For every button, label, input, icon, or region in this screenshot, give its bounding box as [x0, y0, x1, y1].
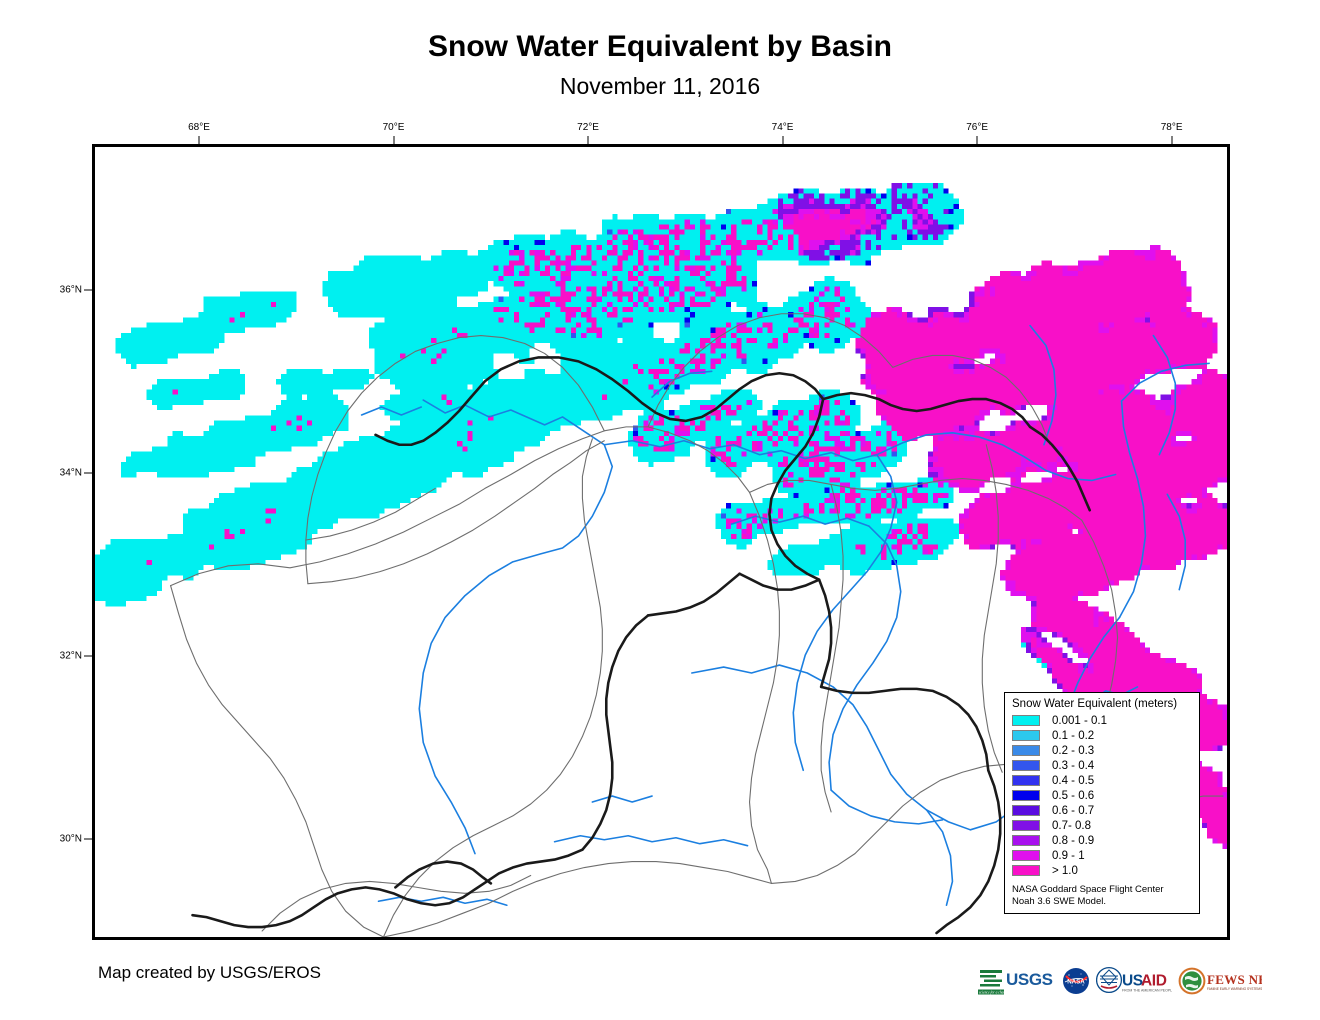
legend-swatch: [1012, 745, 1040, 756]
legend-swatch: [1012, 850, 1040, 861]
legend-row: 0.6 - 0.7: [1012, 803, 1193, 818]
legend-label: 0.5 - 0.6: [1052, 789, 1095, 802]
lat-tick-label: 34°N: [59, 467, 82, 479]
legend-swatch: [1012, 805, 1040, 816]
swe-class-cells: [493, 198, 1227, 849]
usaid-logo[interactable]: US AID FROM THE AMERICAN PEOPLE: [1096, 966, 1172, 996]
legend-label: 0.7- 0.8: [1052, 819, 1091, 832]
legend-label: 0.6 - 0.7: [1052, 804, 1095, 817]
legend-row: 0.2 - 0.3: [1012, 743, 1193, 758]
legend-swatch: [1012, 790, 1040, 801]
legend-row: 0.8 - 0.9: [1012, 833, 1193, 848]
lon-tick-label: 68°E: [188, 122, 210, 133]
lon-tick-mark: [587, 136, 589, 144]
legend-swatch: [1012, 715, 1040, 726]
lon-tick-label: 74°E: [771, 122, 794, 133]
legend-label: 0.8 - 0.9: [1052, 834, 1095, 847]
svg-text:USGS: USGS: [1006, 970, 1053, 989]
legend-swatch: [1012, 835, 1040, 846]
legend-source-note: NASA Goddard Space Flight Center Noah 3.6…: [1012, 884, 1193, 908]
lat-tick-mark: [84, 289, 92, 291]
legend-row: 0.7- 0.8: [1012, 818, 1193, 833]
usgs-logo[interactable]: science for a changing world USGS: [978, 966, 1056, 996]
legend-swatch: [1012, 865, 1040, 876]
legend-row: 0.001 - 0.1: [1012, 713, 1193, 728]
svg-text:FROM THE AMERICAN PEOPLE: FROM THE AMERICAN PEOPLE: [1122, 989, 1172, 993]
legend-swatch: [1012, 820, 1040, 831]
svg-text:FEWS NET: FEWS NET: [1207, 972, 1262, 987]
lon-tick-label: 70°E: [382, 122, 405, 133]
lon-tick-mark: [1171, 136, 1173, 144]
legend-row: 0.1 - 0.2: [1012, 728, 1193, 743]
national-borders-layer: [191, 356, 1092, 935]
rivers-layer: [360, 324, 1210, 907]
map-credit: Map created by USGS/EROS: [98, 963, 321, 982]
svg-text:FAMINE EARLY WARNING SYSTEMS N: FAMINE EARLY WARNING SYSTEMS NETWORK: [1207, 987, 1262, 991]
svg-text:US: US: [1122, 973, 1143, 990]
lon-tick-mark: [782, 136, 784, 144]
legend-row: 0.5 - 0.6: [1012, 788, 1193, 803]
lon-tick-label: 78°E: [1160, 122, 1183, 133]
lon-tick-label: 72°E: [577, 122, 599, 133]
legend-row: 0.3 - 0.4: [1012, 758, 1193, 773]
legend-source-line: Noah 3.6 SWE Model.: [1012, 896, 1106, 908]
title-block: Snow Water Equivalent by Basin November …: [0, 0, 1320, 100]
swe-class-cells: [95, 183, 1047, 669]
lat-tick-label: 36°N: [59, 284, 82, 296]
nasa-logo[interactable]: NASA: [1062, 967, 1090, 995]
legend-label: 0.9 - 1: [1052, 849, 1085, 862]
legend-entries: 0.001 - 0.1 0.1 - 0.2 0.2 - 0.3 0.3 - 0.4 0.…: [1012, 713, 1193, 878]
lon-tick-mark: [393, 136, 395, 144]
legend-title: Snow Water Equivalent (meters): [1012, 698, 1178, 710]
legend-row: 0.9 - 1: [1012, 848, 1193, 863]
legend-swatch: [1012, 775, 1040, 786]
legend-label: 0.4 - 0.5: [1052, 774, 1095, 787]
svg-text:AID: AID: [1141, 973, 1167, 990]
legend-label: 0.1 - 0.2: [1052, 729, 1095, 742]
legend-source-line: NASA Goddard Space Flight Center: [1012, 884, 1164, 895]
map-date-subtitle: November 11, 2016: [559, 73, 761, 99]
swe-class-cells: [777, 183, 1227, 829]
legend-label: 0.3 - 0.4: [1052, 759, 1095, 772]
lat-tick-mark: [84, 655, 92, 657]
lon-tick-mark: [976, 136, 978, 144]
svg-text:science for a changing world: science for a changing world: [979, 991, 1021, 995]
legend-swatch: [1012, 730, 1040, 741]
svg-text:NASA: NASA: [1067, 979, 1085, 986]
logo-bar: science for a changing world USGS NASA U…: [978, 963, 1262, 999]
fewsnet-logo[interactable]: FEWS NET FAMINE EARLY WARNING SYSTEMS NE…: [1178, 966, 1262, 996]
legend-row: > 1.0: [1012, 863, 1193, 878]
page-title: Snow Water Equivalent by Basin: [428, 30, 892, 63]
lon-tick-mark: [198, 136, 200, 144]
lat-tick-mark: [84, 472, 92, 474]
lon-tick-label: 76°E: [966, 122, 989, 133]
legend-label: > 1.0: [1052, 864, 1078, 877]
legend: Snow Water Equivalent (meters) 0.001 - 0…: [1004, 692, 1200, 915]
lat-tick-mark: [84, 838, 92, 840]
legend-label: 0.2 - 0.3: [1052, 744, 1095, 757]
legend-swatch: [1012, 760, 1040, 771]
legend-label: 0.001 - 0.1: [1052, 714, 1107, 727]
legend-row: 0.4 - 0.5: [1012, 773, 1193, 788]
lat-tick-label: 32°N: [59, 650, 82, 662]
lat-tick-label: 30°N: [59, 833, 82, 845]
